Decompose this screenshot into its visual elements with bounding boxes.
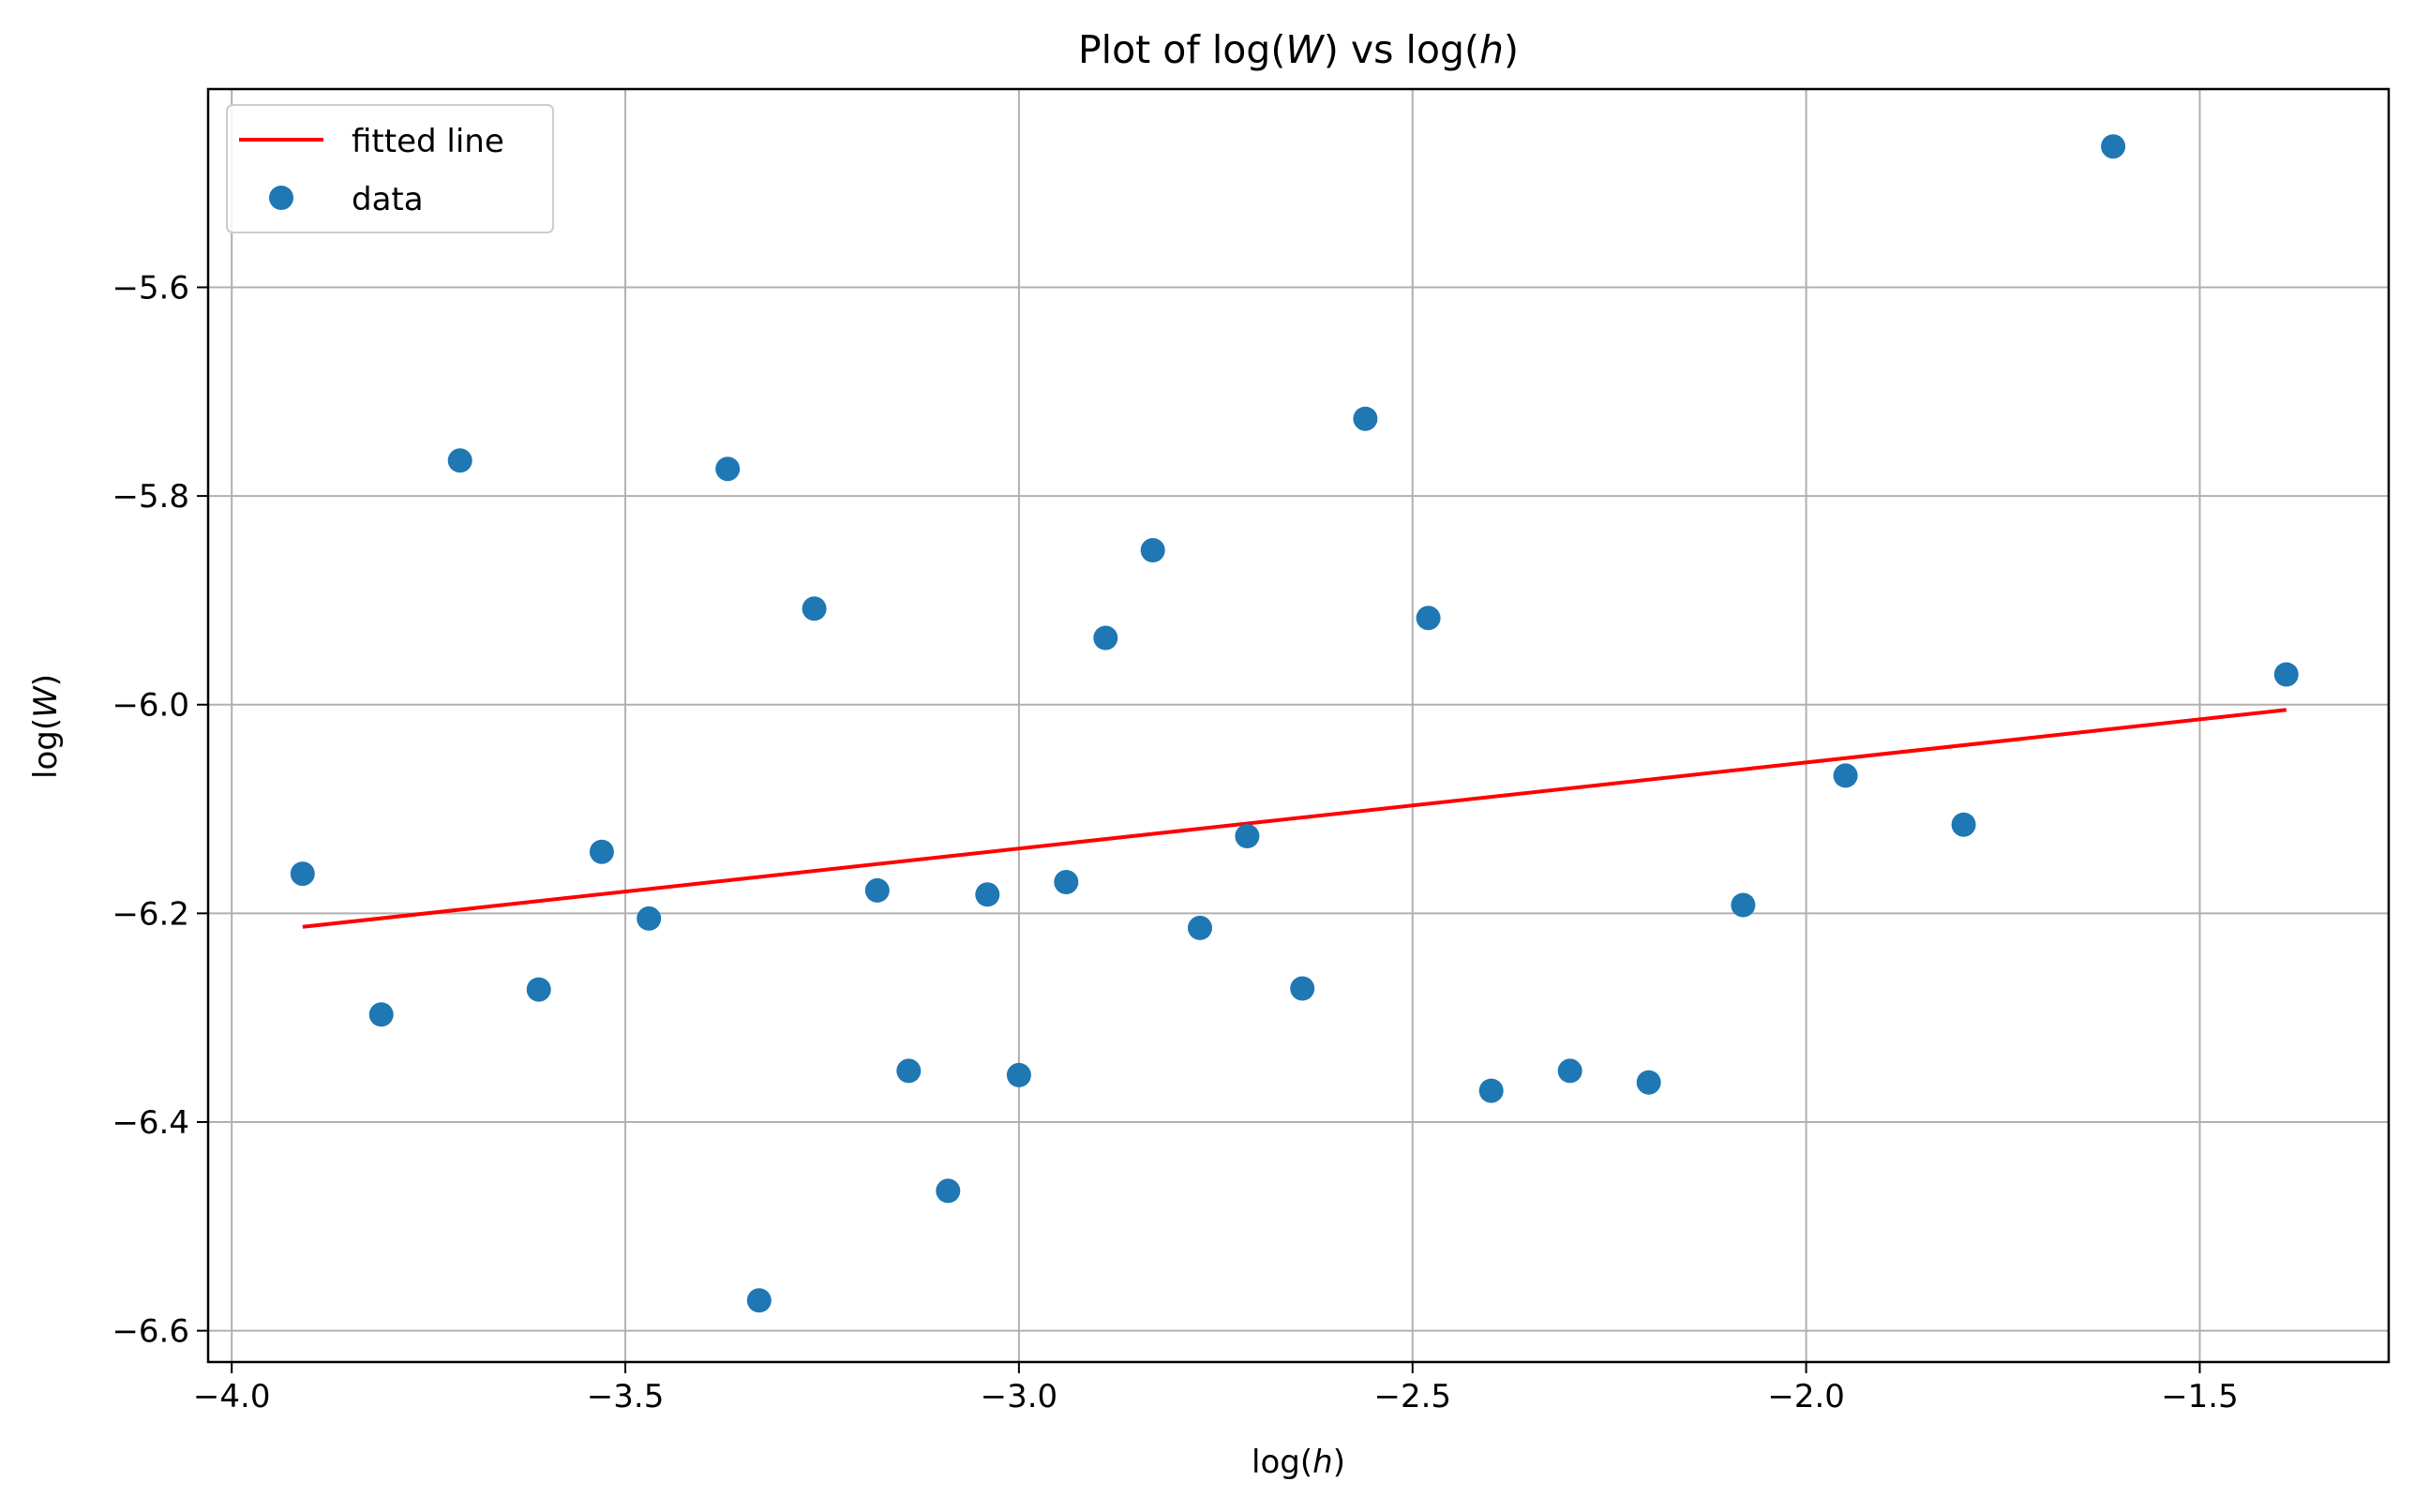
- data-point: [1290, 976, 1315, 1001]
- data-point: [1557, 1058, 1582, 1084]
- data-point: [864, 877, 890, 903]
- y-tick-label: −5.6: [112, 269, 189, 307]
- data-point: [290, 861, 315, 887]
- data-point: [1093, 625, 1118, 651]
- data-point: [2273, 662, 2299, 687]
- x-tick-label: −3.5: [587, 1378, 665, 1415]
- data-point: [447, 448, 472, 473]
- data-point: [1140, 538, 1165, 562]
- fitted-line-series: [302, 708, 2287, 929]
- y-tick-label: −6.4: [112, 1104, 189, 1142]
- data-point: [1188, 915, 1212, 940]
- x-tick-label: −2.5: [1373, 1378, 1451, 1415]
- x-tick-label: −2.0: [1767, 1378, 1845, 1415]
- data-point: [526, 977, 551, 1002]
- data-point: [589, 839, 614, 864]
- data-point: [1353, 406, 1378, 431]
- data-point: [802, 596, 827, 621]
- data-series: [290, 134, 2299, 1313]
- x-tick-label: −1.5: [2161, 1378, 2239, 1415]
- legend-data-marker-swatch: [269, 186, 293, 210]
- legend-fitted-line-label: fitted line: [352, 123, 504, 160]
- x-axis-ticks: −4.0 −3.5 −3.0 −2.5 −2.0 −1.5: [193, 1362, 2239, 1415]
- data-point: [896, 1058, 922, 1084]
- y-tick-label: −6.6: [112, 1313, 189, 1351]
- data-point: [975, 882, 1000, 907]
- chart-title: Plot of log(W) vs log(h): [1078, 27, 1519, 72]
- data-point: [1054, 870, 1079, 894]
- x-axis-label: log(h): [1252, 1444, 1345, 1481]
- y-axis-label: log(W): [27, 674, 65, 779]
- data-point: [746, 1288, 772, 1313]
- data-point: [1235, 824, 1260, 848]
- data-point: [637, 906, 662, 931]
- legend-box: [226, 104, 554, 233]
- data-point: [368, 1002, 394, 1027]
- y-axis-ticks: −5.6 −5.8 −6.0 −6.2 −6.4 −6.6: [112, 269, 208, 1351]
- y-tick-label: −6.2: [112, 895, 189, 933]
- plot-area-frame: [206, 87, 2391, 1364]
- data-point: [715, 457, 741, 482]
- data-point: [1833, 763, 1858, 788]
- grid: [208, 89, 2389, 1362]
- data-point: [1478, 1078, 1504, 1103]
- data-point: [1006, 1062, 1031, 1087]
- x-tick-label: −3.0: [981, 1378, 1058, 1415]
- legend: fitted line data: [226, 104, 554, 233]
- fitted-line: [302, 708, 2287, 929]
- data-point: [2101, 134, 2126, 159]
- data-point: [1731, 892, 1756, 918]
- data-point: [1951, 812, 1976, 837]
- legend-data-label: data: [352, 181, 424, 218]
- y-tick-label: −5.8: [112, 478, 189, 516]
- x-tick-label: −4.0: [193, 1378, 271, 1415]
- data-point: [1636, 1070, 1661, 1095]
- data-point: [1416, 606, 1441, 631]
- data-point: [936, 1178, 961, 1204]
- y-tick-label: −6.0: [112, 687, 189, 725]
